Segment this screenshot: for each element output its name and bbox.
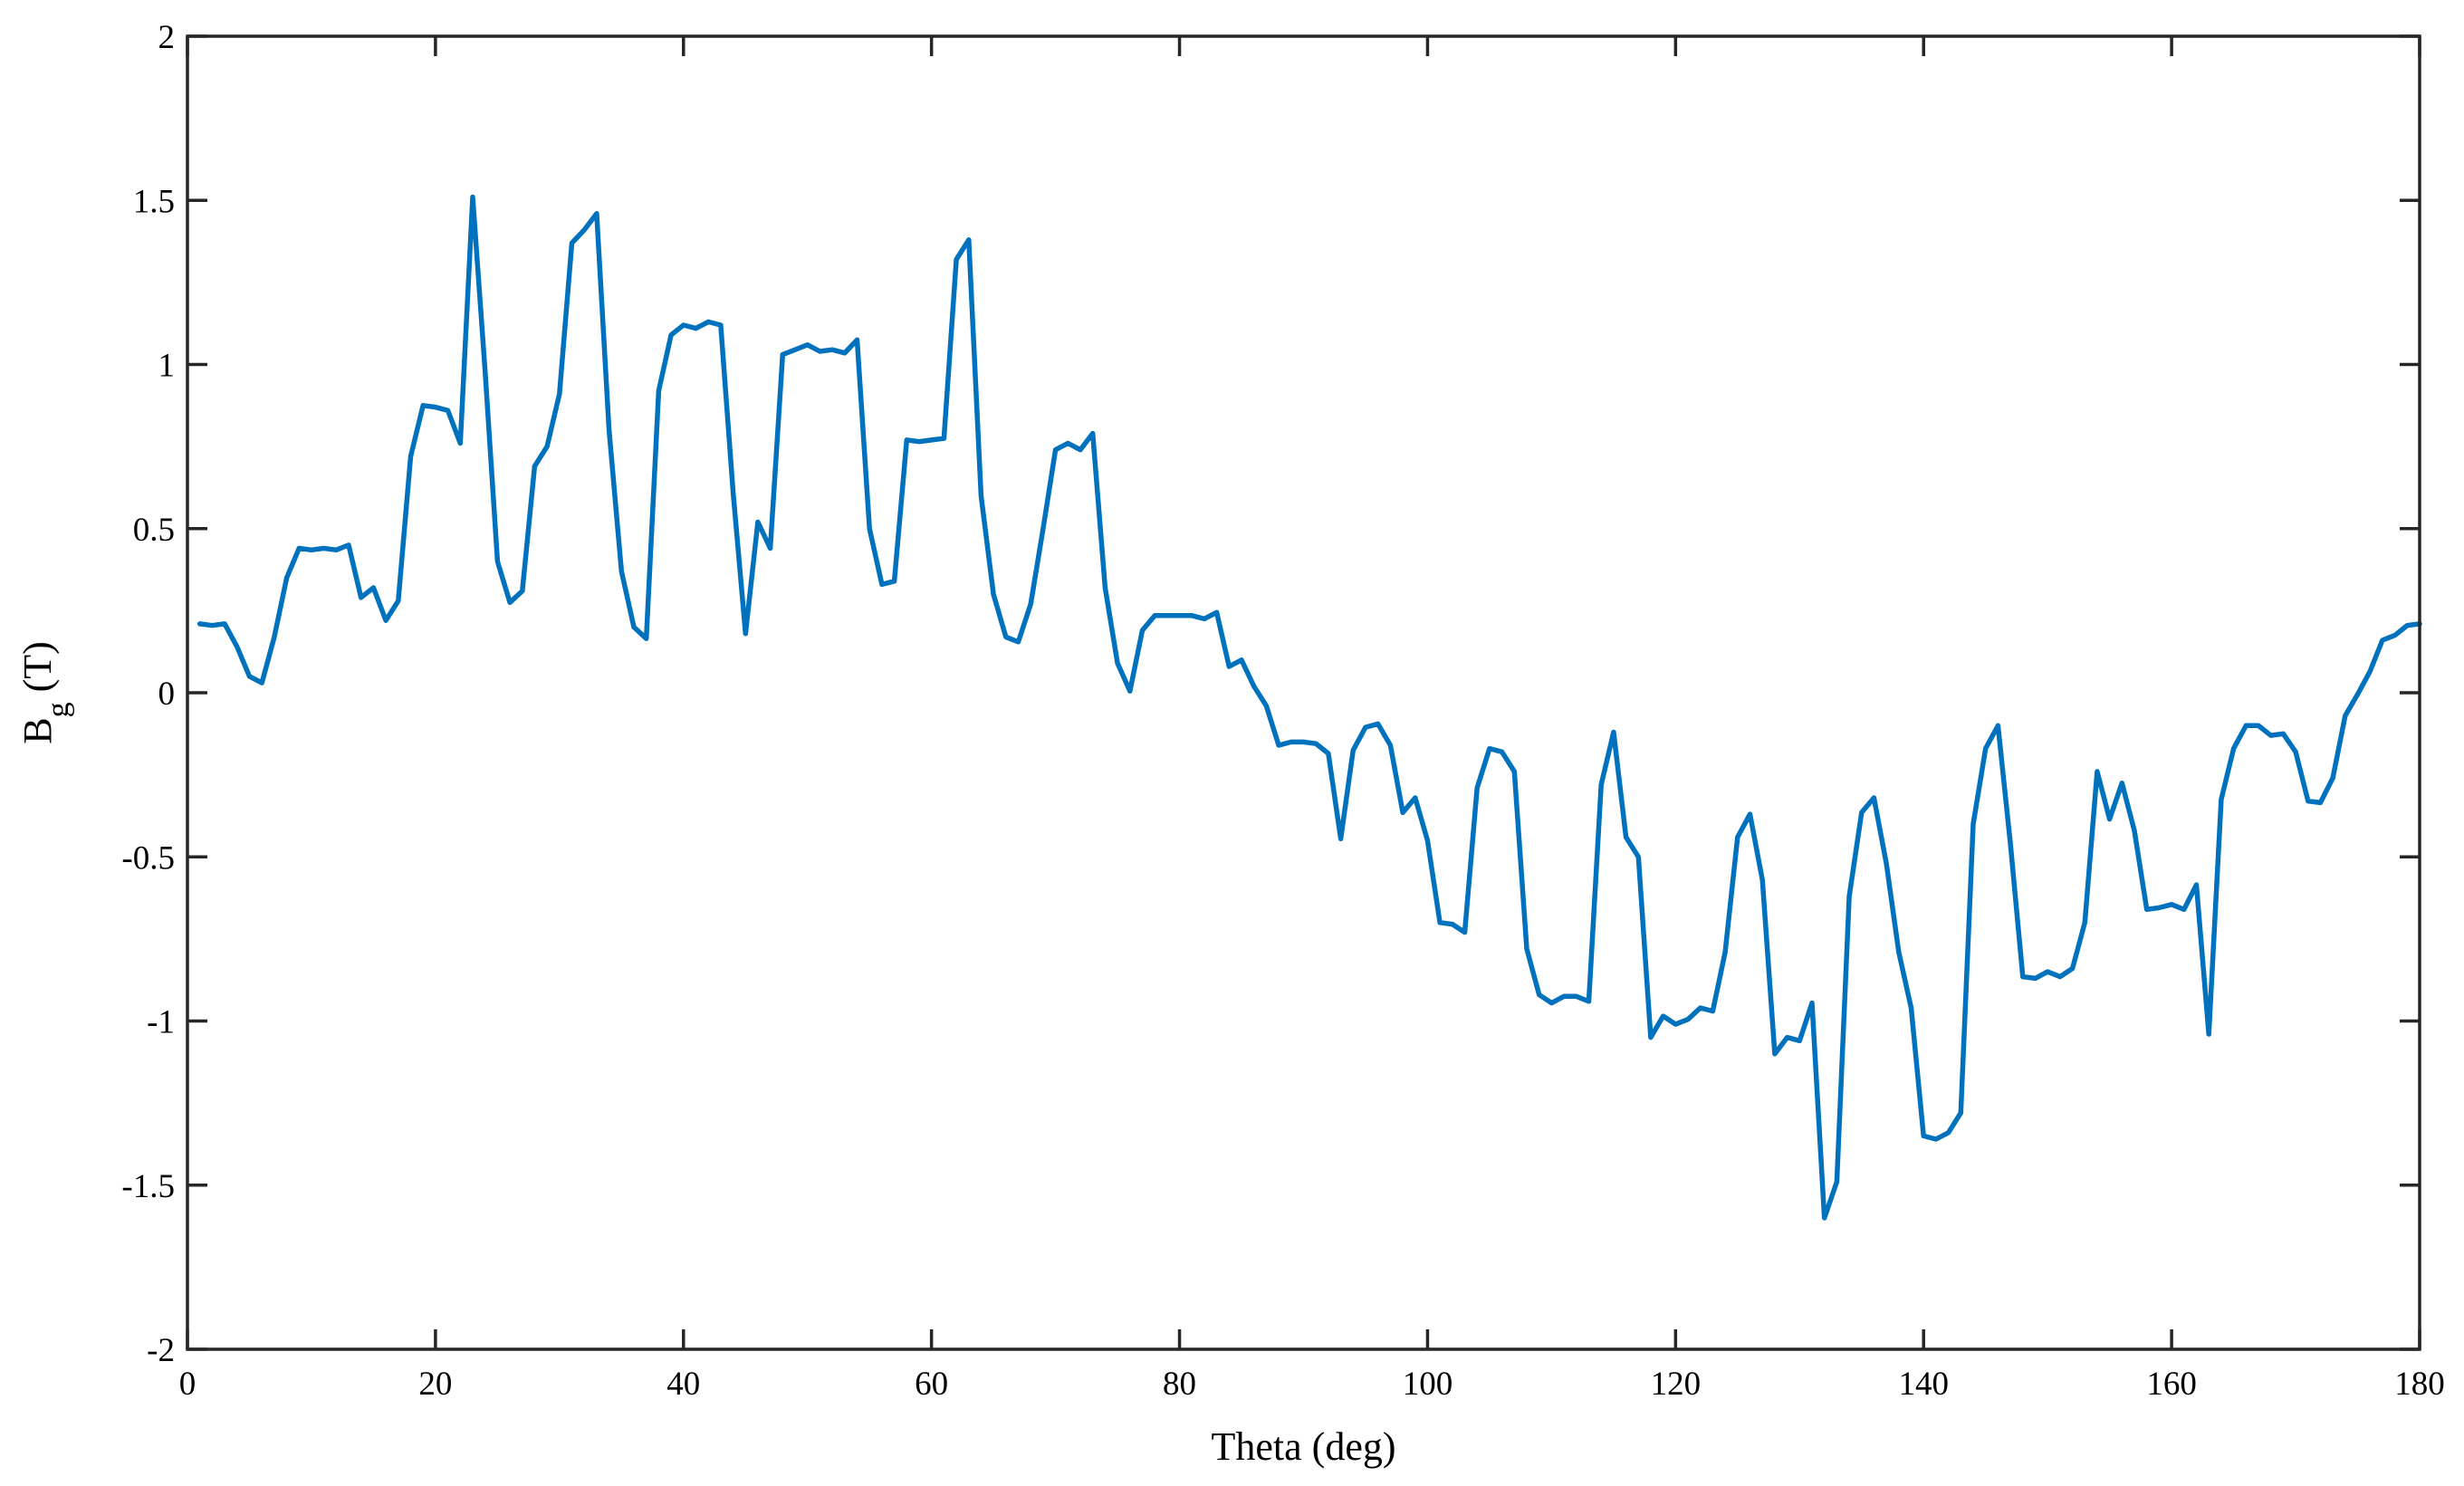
- y-axis-label: Bg (T): [15, 641, 75, 744]
- y-axis-label-unit: (T): [15, 641, 60, 702]
- x-tick-label: 60: [915, 1366, 948, 1403]
- x-tick-label: 140: [1898, 1366, 1949, 1403]
- series-line: [197, 194, 2422, 1221]
- y-axis-label-main: B: [15, 717, 60, 743]
- x-tick-label: 180: [2394, 1366, 2445, 1403]
- x-tick-label: 20: [418, 1366, 452, 1403]
- y-tick-label: -0.5: [121, 839, 175, 877]
- y-tick-label: 0.5: [133, 512, 175, 549]
- plot-area-frame: [186, 34, 2421, 1351]
- y-axis-label-subscript: g: [42, 702, 75, 717]
- x-axis-label: Theta (deg): [1212, 1424, 1396, 1469]
- x-tick-label: 100: [1403, 1366, 1453, 1403]
- y-tick-label: -1: [147, 1004, 175, 1041]
- x-tick-label: 40: [666, 1366, 700, 1403]
- y-tick-label: 1: [158, 348, 176, 385]
- x-tick-label: 120: [1651, 1366, 1702, 1403]
- y-tick-label: 0: [158, 676, 176, 713]
- x-tick-label: 0: [179, 1366, 197, 1403]
- y-tick-label: -1.5: [121, 1168, 175, 1205]
- tick-labels: 0 20 40 60 80 100 120 140 160 180 -2 -1.5 -1 -0.5 0 0.5…: [121, 19, 2444, 1403]
- y-tick-label: -2: [147, 1332, 175, 1369]
- x-tick-label: 160: [2146, 1366, 2197, 1403]
- x-tick-label: 80: [1163, 1366, 1196, 1403]
- y-tick-label: 1.5: [133, 183, 175, 220]
- y-tick-label: 2: [158, 19, 176, 56]
